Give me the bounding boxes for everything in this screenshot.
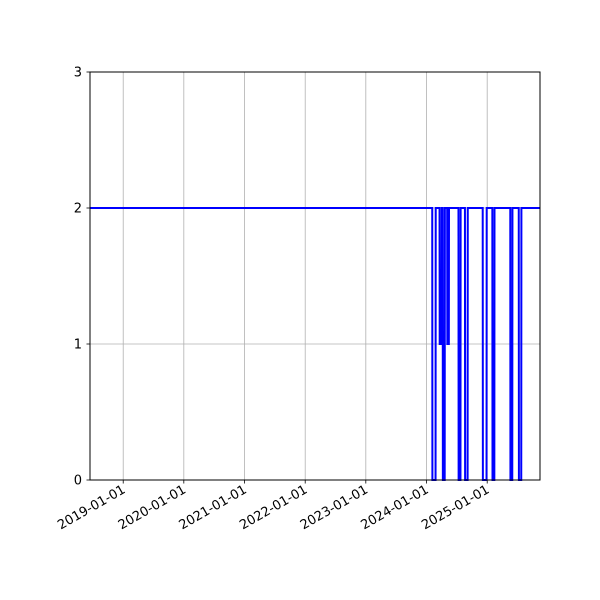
y-tick-label: 1 — [74, 338, 82, 353]
x-tick-label: 2025-01-01 — [419, 482, 492, 533]
x-tick-label: 2019-01-01 — [55, 482, 128, 533]
x-tick-label: 2024-01-01 — [358, 482, 431, 533]
x-tick-label: 2022-01-01 — [237, 482, 310, 533]
y-tick-label: 2 — [74, 202, 82, 217]
x-tick-label: 2023-01-01 — [298, 482, 371, 533]
x-tick-label: 2020-01-01 — [116, 482, 189, 533]
x-tick-label: 2021-01-01 — [177, 482, 250, 533]
grid — [90, 71, 540, 481]
plot-frame — [89, 71, 541, 481]
y-tick-label: 3 — [74, 66, 82, 81]
y-tick-label: 0 — [74, 474, 82, 489]
